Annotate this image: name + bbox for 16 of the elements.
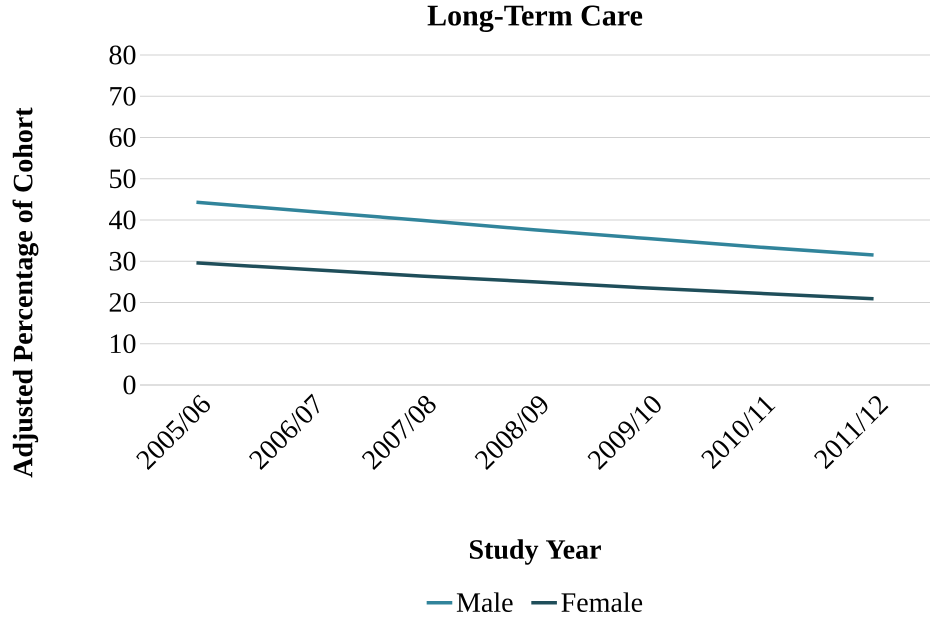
y-tick-label: 80 <box>110 46 136 64</box>
y-tick-label: 40 <box>109 210 136 230</box>
y-tick-label: 60 <box>110 128 136 147</box>
x-axis-title: Study Year <box>470 539 601 565</box>
line-series <box>194 261 876 301</box>
y-tick-label: 0 <box>124 376 136 394</box>
y-tick-label: 70 <box>110 86 136 106</box>
chart-title: Long-Term Care <box>428 6 642 32</box>
y-tick-label: 30 <box>110 252 136 271</box>
y-tick-label: 20 <box>110 293 136 312</box>
y-tick-label: 50 <box>110 169 136 188</box>
y-tick-label: 10 <box>110 334 136 354</box>
y-axis-title: Adjusted Percentage of Cohort <box>12 108 38 478</box>
legend-label: Male <box>456 592 513 612</box>
legend-label: Female <box>561 592 642 612</box>
line-series <box>194 200 876 257</box>
